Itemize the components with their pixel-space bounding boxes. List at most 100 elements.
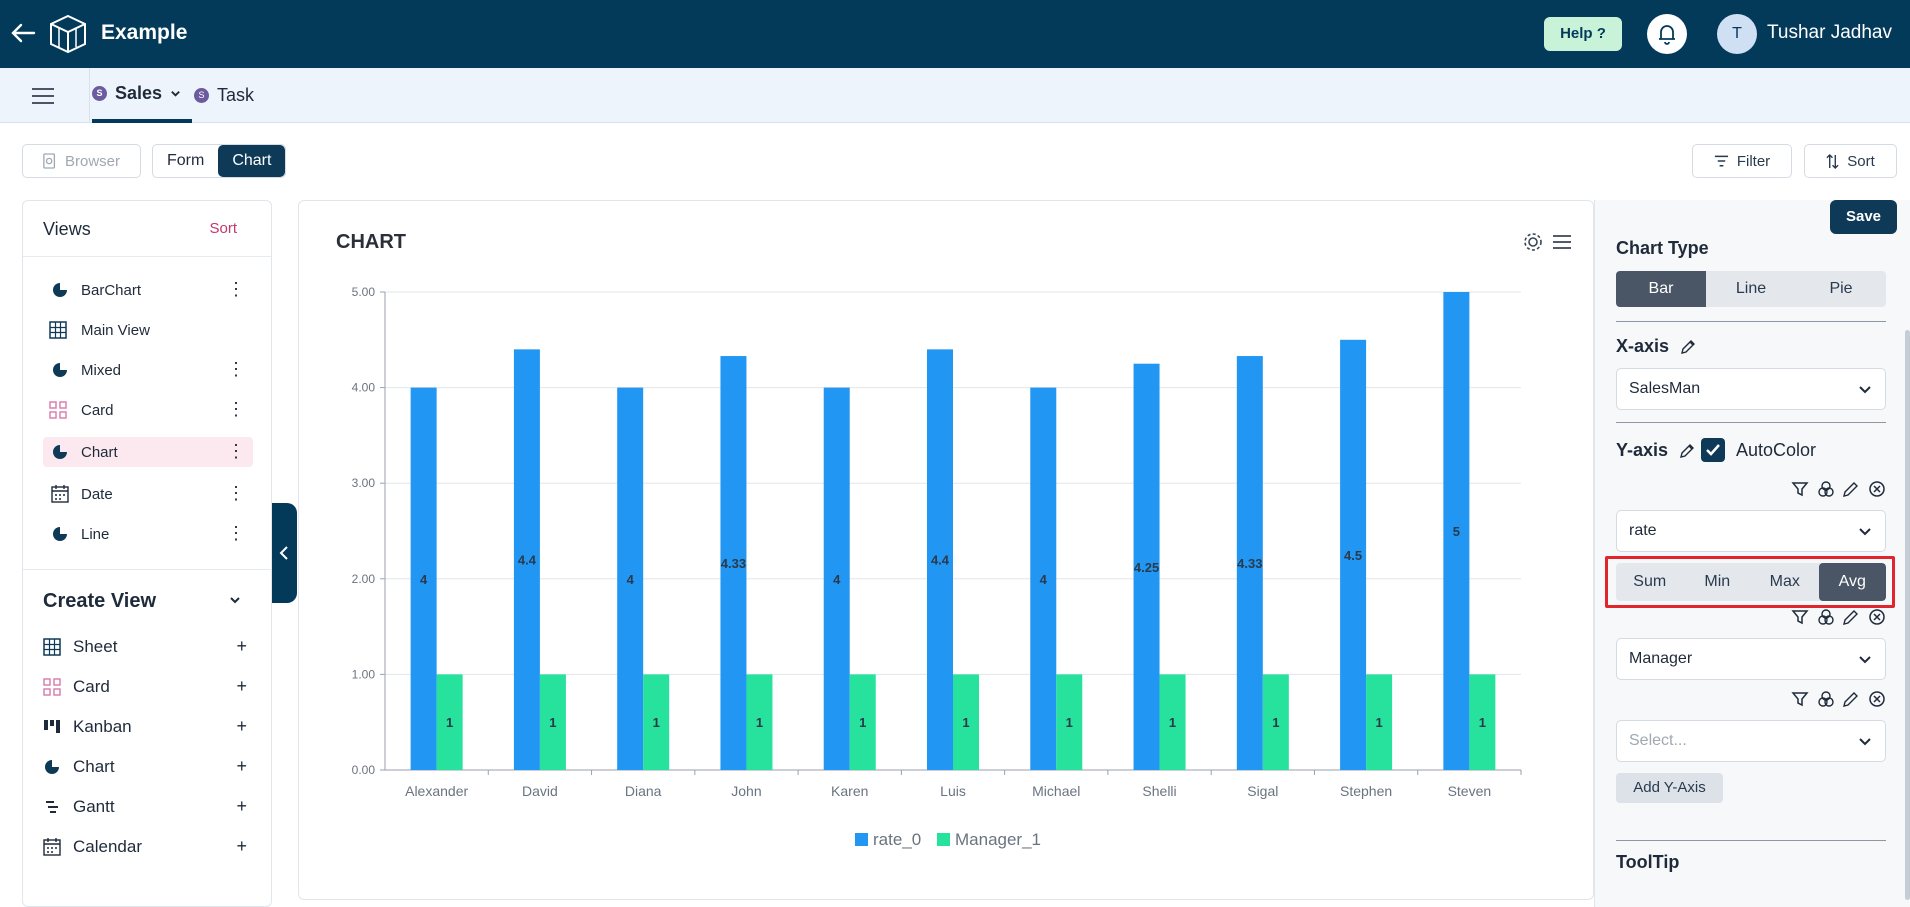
view-item-card[interactable]: Card ⋮ xyxy=(43,395,253,425)
bar-Manager_1 xyxy=(953,674,979,770)
chart-toggle[interactable]: Chart xyxy=(218,145,286,177)
create-kanban[interactable]: Kanban + xyxy=(43,712,253,742)
data-label: 4 xyxy=(420,572,428,587)
color-palette-icon[interactable] xyxy=(1817,480,1835,498)
menu-icon[interactable] xyxy=(32,88,54,104)
pencil-icon[interactable] xyxy=(1679,443,1695,459)
x-tick-label: Sigal xyxy=(1247,783,1278,799)
settings-scrollbar[interactable] xyxy=(1905,330,1910,900)
add-y-axis-button[interactable]: Add Y-Axis xyxy=(1616,773,1723,803)
hamburger-menu-icon[interactable] xyxy=(1553,235,1571,249)
y-tick-label: 0.00 xyxy=(352,763,376,777)
help-button[interactable]: Help ? xyxy=(1544,17,1622,51)
user-avatar[interactable]: T xyxy=(1717,14,1757,54)
gear-icon[interactable] xyxy=(1524,233,1542,251)
close-circle-icon[interactable] xyxy=(1868,608,1886,626)
filter-icon[interactable] xyxy=(1791,608,1809,626)
browser-button[interactable]: Browser xyxy=(22,144,141,178)
aggregation-avg[interactable]: Avg xyxy=(1818,563,1886,601)
browser-label: Browser xyxy=(64,152,120,170)
chart-panel: CHART 0.00 1.00 2.00 3.00 4.00 5.00 Alexander 4… xyxy=(298,200,1594,900)
more-vertical-icon[interactable]: ⋮ xyxy=(227,483,245,503)
create-chart[interactable]: Chart + xyxy=(43,752,253,782)
data-label: 1 xyxy=(1375,715,1382,730)
pencil-icon[interactable] xyxy=(1842,690,1860,708)
chart-type-pie[interactable]: Pie xyxy=(1829,280,1853,297)
kanban-icon xyxy=(44,720,60,733)
calendar-icon xyxy=(51,485,69,503)
view-item-date[interactable]: Date ⋮ xyxy=(43,479,253,509)
data-label: 4.33 xyxy=(721,556,746,571)
view-item-main-view[interactable]: Main View xyxy=(43,315,253,345)
aggregation-min[interactable]: Min xyxy=(1704,573,1731,590)
views-sort-link[interactable]: Sort xyxy=(209,220,237,237)
user-name[interactable]: Tushar Jadhav xyxy=(1767,22,1892,43)
plus-icon[interactable]: + xyxy=(236,716,247,736)
plus-icon[interactable]: + xyxy=(236,676,247,696)
section-divider xyxy=(1616,321,1886,322)
chevron-down-icon[interactable] xyxy=(229,594,241,606)
notifications-button[interactable] xyxy=(1647,14,1687,54)
aggregation-sum[interactable]: Sum xyxy=(1633,573,1667,590)
aggregation-max[interactable]: Max xyxy=(1769,573,1800,590)
more-vertical-icon[interactable]: ⋮ xyxy=(227,279,245,299)
view-item-label: Mixed xyxy=(81,361,122,379)
chevron-down-icon[interactable] xyxy=(170,88,181,99)
y-field-select-rate[interactable]: rate xyxy=(1616,510,1886,552)
bar-rate_0 xyxy=(1236,356,1263,770)
sort-button[interactable]: Sort xyxy=(1804,144,1897,178)
view-item-line[interactable]: Line ⋮ xyxy=(43,519,253,549)
create-sheet[interactable]: Sheet + xyxy=(43,632,253,662)
tab-sales[interactable]: S Sales xyxy=(92,68,192,123)
create-view-section: Create View Sheet + Card + Kanban + Char… xyxy=(23,569,271,906)
color-palette-icon[interactable] xyxy=(1817,690,1835,708)
view-item-barchart[interactable]: BarChart ⋮ xyxy=(43,275,253,305)
close-circle-icon[interactable] xyxy=(1868,480,1886,498)
data-label: 1 xyxy=(1066,715,1073,730)
x-tick-label: Diana xyxy=(625,783,662,799)
bell-icon xyxy=(1659,25,1675,45)
filter-button[interactable]: Filter xyxy=(1692,144,1792,178)
chart-type-line[interactable]: Line xyxy=(1735,280,1767,297)
collapse-panel-button[interactable] xyxy=(272,503,297,603)
y-tick-label: 5.00 xyxy=(352,285,376,299)
more-vertical-icon[interactable]: ⋮ xyxy=(227,441,245,461)
close-circle-icon[interactable] xyxy=(1868,690,1886,708)
create-gantt[interactable]: Gantt + xyxy=(43,792,253,822)
pencil-icon[interactable] xyxy=(1842,480,1860,498)
pie-chart-icon xyxy=(45,759,60,774)
more-vertical-icon[interactable]: ⋮ xyxy=(227,399,245,419)
calendar-icon xyxy=(43,838,61,856)
create-calendar[interactable]: Calendar + xyxy=(43,832,253,862)
filter-icon[interactable] xyxy=(1791,690,1809,708)
view-item-label: Date xyxy=(81,485,113,503)
form-toggle[interactable]: Form xyxy=(167,152,205,169)
x-axis-select[interactable]: SalesMan xyxy=(1616,368,1886,410)
create-item-label: Calendar xyxy=(73,837,142,856)
save-button[interactable]: Save xyxy=(1830,200,1897,234)
more-vertical-icon[interactable]: ⋮ xyxy=(227,523,245,543)
pencil-icon[interactable] xyxy=(1680,339,1696,355)
create-card[interactable]: Card + xyxy=(43,672,253,702)
plus-icon[interactable]: + xyxy=(236,756,247,776)
plus-icon[interactable]: + xyxy=(236,836,247,856)
color-palette-icon[interactable] xyxy=(1817,608,1835,626)
plus-icon[interactable]: + xyxy=(236,636,247,656)
chart-title: CHART xyxy=(336,231,406,253)
app-logo-icon xyxy=(50,14,86,54)
chart-options xyxy=(1524,233,1571,251)
plus-icon[interactable]: + xyxy=(236,796,247,816)
y-field-select-manager[interactable]: Manager xyxy=(1616,638,1886,680)
back-arrow-icon[interactable] xyxy=(10,20,36,46)
view-item-chart[interactable]: Chart ⋮ xyxy=(43,437,253,467)
card-icon xyxy=(49,401,67,419)
y-field-select-empty[interactable]: Select... xyxy=(1616,720,1886,762)
chart-type-bar[interactable]: Bar xyxy=(1616,271,1706,307)
filter-icon[interactable] xyxy=(1791,480,1809,498)
tab-task[interactable]: S Task xyxy=(194,68,254,123)
view-item-mixed[interactable]: Mixed ⋮ xyxy=(43,355,253,385)
pencil-icon[interactable] xyxy=(1842,608,1860,626)
more-vertical-icon[interactable]: ⋮ xyxy=(227,359,245,379)
section-divider xyxy=(1616,422,1886,423)
autocolor-checkbox[interactable] xyxy=(1701,438,1725,462)
